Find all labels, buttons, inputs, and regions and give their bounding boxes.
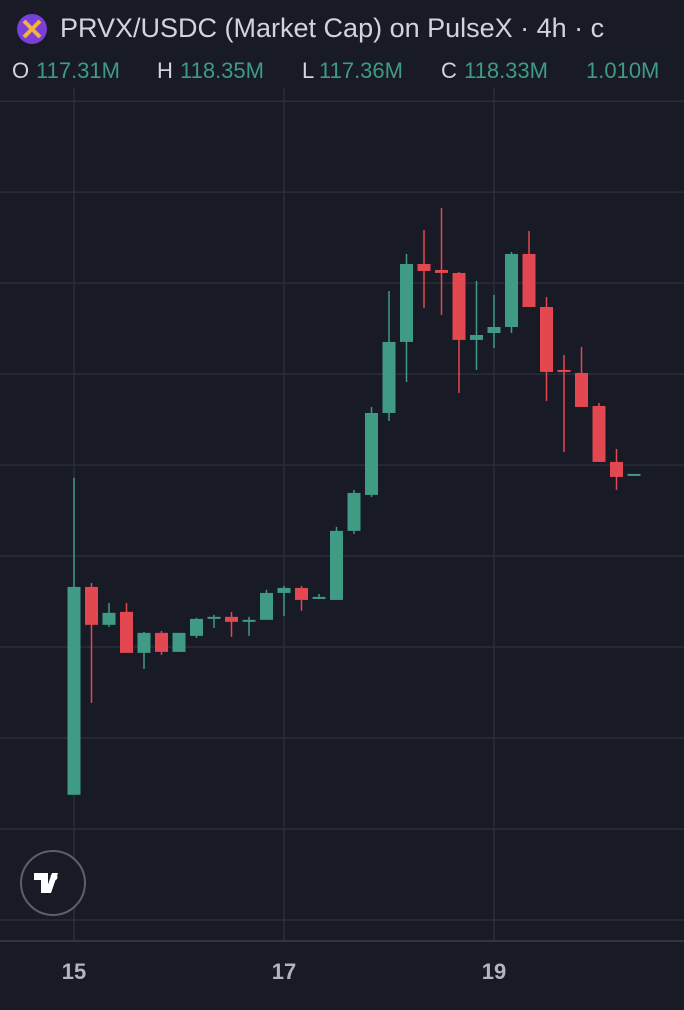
candle-body bbox=[330, 530, 343, 600]
x-tick-label: 17 bbox=[272, 959, 296, 984]
symbol-icon bbox=[17, 14, 47, 44]
chart-title: PRVX/USDC (Market Cap) on PulseX · 4h · … bbox=[60, 13, 604, 43]
candle-body bbox=[540, 306, 553, 372]
candle-body bbox=[67, 586, 81, 795]
candle-body bbox=[470, 335, 483, 340]
candle-body bbox=[172, 632, 186, 652]
candle-body bbox=[207, 616, 221, 619]
candle-body bbox=[400, 263, 413, 342]
candle-body bbox=[102, 612, 116, 625]
candle-body bbox=[155, 632, 168, 652]
candle-body bbox=[557, 369, 571, 372]
x-tick-label: 15 bbox=[62, 959, 86, 984]
change-value: 1.010M bbox=[586, 58, 659, 83]
candle-body bbox=[137, 632, 151, 653]
ohlc-label: H bbox=[157, 58, 173, 83]
ohlc-value: 117.31M bbox=[36, 58, 120, 83]
x-tick-label: 19 bbox=[482, 959, 506, 984]
candle-body bbox=[627, 473, 641, 476]
ohlc-label: C bbox=[441, 58, 457, 83]
candle-body bbox=[575, 372, 588, 407]
candle-body bbox=[260, 592, 273, 620]
ohlc-row: O 117.31M H 118.35M L 117.36M C 118.33M … bbox=[12, 58, 659, 83]
candle-body bbox=[382, 341, 396, 413]
candle-body bbox=[365, 412, 378, 495]
candle-body bbox=[120, 611, 133, 653]
plot-area bbox=[0, 88, 684, 940]
candle-body bbox=[347, 492, 361, 531]
candle-body bbox=[610, 461, 623, 477]
candle-body bbox=[435, 269, 448, 273]
candle-body bbox=[85, 586, 98, 625]
candle-body bbox=[452, 272, 466, 340]
candle-body bbox=[417, 263, 431, 271]
candle-body bbox=[592, 405, 606, 462]
candle-body bbox=[487, 326, 501, 334]
candle-body bbox=[312, 596, 326, 599]
ohlc-value: 118.33M bbox=[464, 58, 548, 83]
candle-body bbox=[522, 253, 536, 307]
ohlc-label: O bbox=[12, 58, 29, 83]
candle-body bbox=[295, 587, 308, 600]
candle-body bbox=[225, 616, 238, 622]
candle-body bbox=[277, 587, 291, 593]
candle-body bbox=[190, 618, 203, 636]
ohlc-value: 118.35M bbox=[180, 58, 264, 83]
tradingview-logo bbox=[20, 850, 86, 916]
candle-body bbox=[505, 253, 518, 327]
candle-body bbox=[242, 619, 256, 622]
ohlc-label: L bbox=[302, 58, 314, 83]
ohlc-value: 117.36M bbox=[319, 58, 403, 83]
